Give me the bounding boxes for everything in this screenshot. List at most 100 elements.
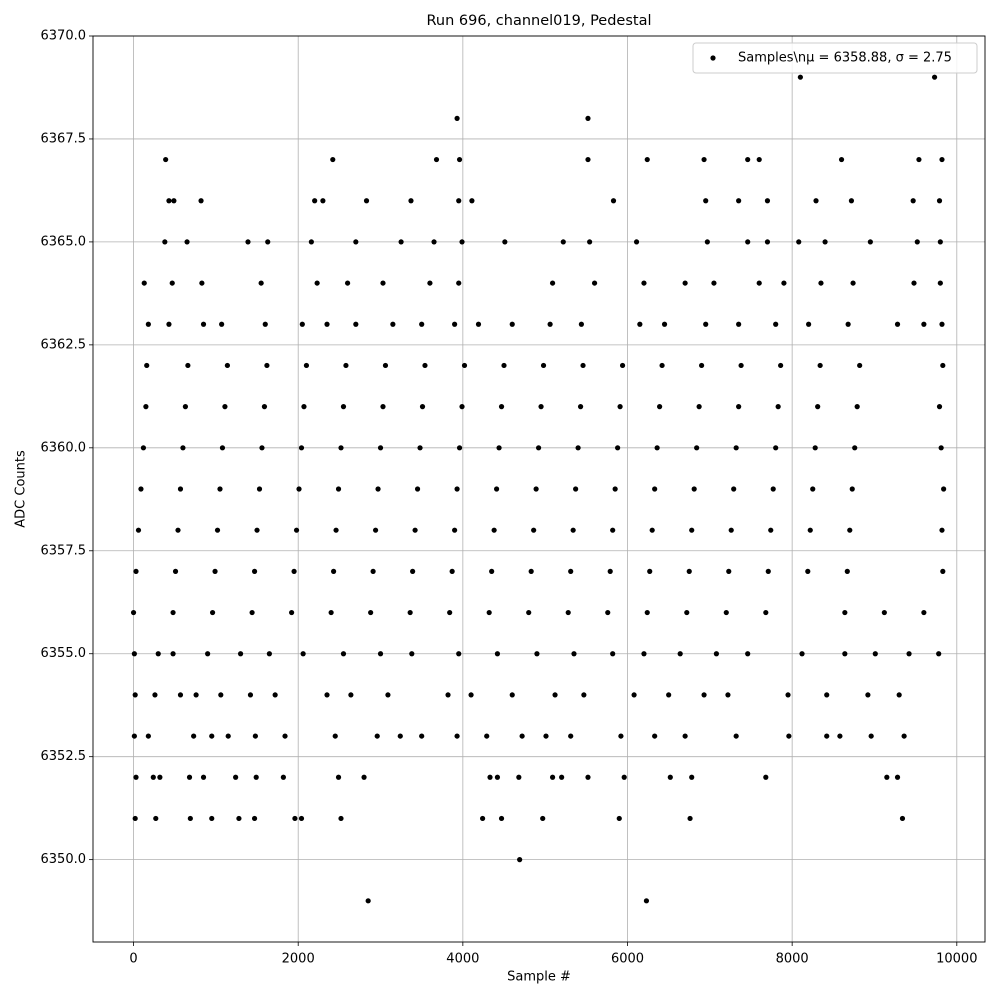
point — [380, 280, 386, 286]
point — [585, 156, 591, 163]
point — [733, 733, 739, 739]
point — [361, 774, 367, 780]
point — [214, 527, 221, 533]
point — [333, 527, 339, 533]
point — [198, 198, 204, 204]
point — [736, 198, 742, 204]
point — [209, 609, 216, 616]
point — [328, 609, 334, 616]
legend-label: Samples\nμ = 6358.88, σ = 2.75 — [738, 51, 952, 66]
point — [225, 733, 231, 739]
point — [894, 321, 901, 327]
point — [489, 568, 495, 574]
point — [251, 815, 258, 822]
point — [454, 733, 460, 739]
point — [644, 609, 650, 616]
point — [419, 733, 425, 739]
point — [896, 692, 902, 698]
point — [575, 445, 581, 451]
point — [185, 362, 191, 369]
point — [526, 609, 532, 616]
point — [222, 404, 228, 410]
point — [723, 609, 729, 616]
point — [340, 651, 347, 657]
x-tick-label: 10000 — [936, 952, 977, 967]
point — [172, 568, 179, 574]
point — [807, 527, 813, 533]
point — [502, 239, 508, 245]
point — [143, 404, 149, 410]
point — [253, 774, 259, 780]
point — [854, 404, 860, 410]
plot-frame — [92, 35, 986, 943]
point — [166, 198, 172, 204]
point — [694, 445, 700, 451]
x-tick-label: 8000 — [776, 952, 809, 967]
point — [587, 239, 593, 245]
point — [298, 815, 305, 822]
point — [647, 568, 653, 574]
point — [408, 198, 414, 204]
point — [177, 486, 184, 492]
point — [786, 733, 792, 739]
point — [370, 568, 376, 574]
point — [144, 362, 150, 369]
point — [643, 898, 650, 904]
point — [745, 156, 751, 163]
point — [921, 321, 927, 327]
point — [916, 156, 922, 163]
point — [431, 239, 437, 245]
point — [610, 198, 617, 204]
point — [881, 609, 887, 616]
point — [299, 321, 305, 327]
point — [301, 404, 307, 410]
point — [385, 692, 391, 698]
point — [848, 198, 855, 204]
point — [218, 692, 224, 698]
point — [145, 321, 151, 327]
point — [756, 280, 762, 286]
point — [619, 362, 626, 369]
point — [422, 362, 428, 369]
point — [559, 774, 565, 780]
point — [282, 733, 288, 739]
point — [509, 321, 515, 327]
point — [496, 445, 502, 451]
x-tick-label: 4000 — [446, 952, 479, 967]
point — [605, 609, 611, 616]
point — [494, 774, 501, 780]
point — [353, 321, 359, 327]
point — [130, 609, 137, 616]
y-tick-label: 6355.0 — [41, 646, 87, 661]
point — [765, 568, 771, 574]
x-axis-label: Sample # — [507, 970, 571, 985]
point — [419, 404, 426, 410]
point — [938, 445, 944, 451]
point — [519, 733, 525, 739]
point — [805, 568, 811, 574]
point — [186, 774, 193, 780]
point — [298, 445, 305, 451]
point — [570, 527, 576, 533]
point — [353, 239, 359, 245]
point — [585, 115, 591, 121]
point — [689, 774, 695, 780]
point — [258, 280, 264, 286]
point — [456, 156, 463, 163]
point — [711, 280, 717, 286]
point — [745, 651, 751, 657]
point — [170, 651, 176, 657]
x-tick-label: 2000 — [282, 952, 315, 967]
point — [543, 733, 549, 739]
point — [320, 198, 326, 204]
point — [773, 321, 779, 327]
point — [456, 445, 463, 451]
point — [560, 239, 566, 245]
point — [813, 198, 819, 204]
y-tick-label: 6357.5 — [41, 543, 87, 558]
point — [456, 198, 462, 204]
point — [686, 568, 692, 574]
point — [375, 486, 381, 492]
point — [837, 733, 843, 739]
point — [205, 651, 211, 657]
